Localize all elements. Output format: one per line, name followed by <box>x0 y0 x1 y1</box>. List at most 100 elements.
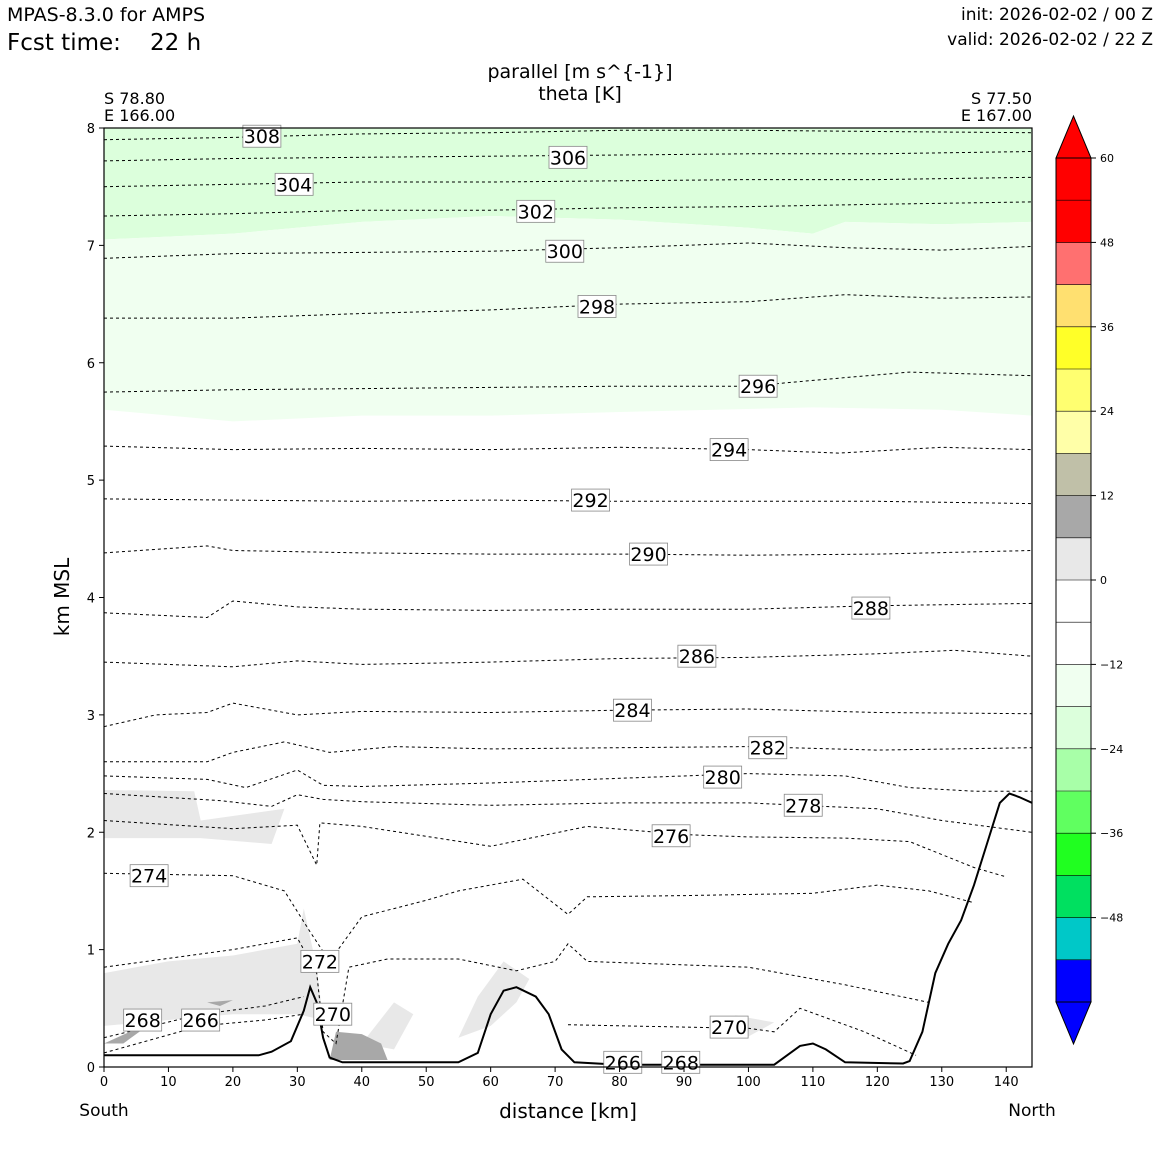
valid-time: valid: 2026-02-02 / 22 Z <box>947 30 1153 50</box>
theta-contour-282 <box>104 741 1032 763</box>
init-time: init: 2026-02-02 / 00 Z <box>960 5 1153 25</box>
theta-contour-278 <box>104 793 1032 833</box>
contour-label-270: 270 <box>711 1017 747 1039</box>
x-tick-label: 100 <box>736 1075 761 1090</box>
model-name: MPAS-8.3.0 for AMPS <box>7 4 206 26</box>
colorbar-segment <box>1056 580 1091 623</box>
colorbar-segment <box>1056 833 1091 876</box>
contour-label-306: 306 <box>550 147 586 169</box>
x-tick-label: 10 <box>160 1075 177 1090</box>
contour-label-268: 268 <box>125 1010 161 1032</box>
contour-label-box <box>577 295 617 318</box>
contour-label-box <box>545 239 585 263</box>
left-end-longitude: E 166.00 <box>104 106 176 125</box>
contour-label-box <box>677 644 717 668</box>
x-tick-label: 50 <box>418 1075 435 1090</box>
x-tick-label: 30 <box>289 1075 306 1090</box>
right-end-latitude: S 77.50 <box>970 89 1032 108</box>
colorbar-segment <box>1056 664 1091 707</box>
colorbar-segment <box>1056 917 1091 961</box>
theta-contour-304 <box>104 176 1032 188</box>
contour-label-box <box>123 1008 163 1032</box>
left-end-latitude: S 78.80 <box>104 89 166 108</box>
colorbar-tick-label: 48 <box>1100 236 1114 249</box>
contour-label-292: 292 <box>572 490 608 512</box>
contour-label-box <box>748 736 788 760</box>
y-tick-label: 1 <box>87 944 95 959</box>
contour-label-box <box>661 1050 701 1074</box>
x-tick-label: 90 <box>676 1075 693 1090</box>
theta-contour-266 <box>104 1013 304 1054</box>
wind-shade-region <box>104 790 285 844</box>
theta-contour-298 <box>104 294 1032 319</box>
chart-title: parallel [m s^{-1}] <box>487 61 673 83</box>
colorbar-segment <box>1056 495 1091 539</box>
contour-label-box <box>703 765 743 789</box>
contour-label-box <box>181 1008 221 1032</box>
theta-contour-272 <box>104 937 930 1045</box>
wind-shade-region <box>104 1029 143 1044</box>
colorbar-tick-label: 24 <box>1100 405 1114 418</box>
colorbar-tick-label: −36 <box>1100 827 1123 840</box>
colorbar-segment <box>1056 875 1091 918</box>
wind-shade-region <box>104 216 1032 422</box>
colorbar-tick-label: 36 <box>1100 321 1114 334</box>
theta-contour-292 <box>104 498 1032 505</box>
contour-label-layer: 308 306 304 302 300 298 296 294 292 290 288 286 284 2… <box>123 124 891 1074</box>
contour-label-286: 286 <box>679 646 715 668</box>
contour-label-box <box>129 864 169 888</box>
x-tick-label: 140 <box>994 1075 1019 1090</box>
contour-label-box <box>783 793 823 817</box>
colorbar-tick-label: −12 <box>1100 658 1123 671</box>
colorbar-segment <box>1056 537 1091 581</box>
contour-label-box <box>651 824 691 848</box>
y-tick-label: 3 <box>87 709 95 724</box>
theta-contour-270 <box>567 1007 917 1056</box>
wind-shade-region <box>458 961 530 1038</box>
colorbar-segment <box>1056 411 1091 454</box>
theta-contour-284 <box>104 702 1032 728</box>
wind-shade-region <box>329 1031 388 1060</box>
x-tick-label: 110 <box>800 1075 825 1090</box>
contour-label-298: 298 <box>579 296 615 318</box>
y-tick-label: 2 <box>87 826 95 841</box>
colorbar-segment <box>1056 748 1091 792</box>
contour-label-box <box>516 199 556 223</box>
colorbar-segment <box>1056 791 1091 834</box>
theta-contour-290 <box>104 545 1032 556</box>
contour-label-302: 302 <box>518 201 554 223</box>
colorbar-segment <box>1056 959 1091 1003</box>
contour-label-box <box>300 949 340 973</box>
colorbar-tick-label: 12 <box>1100 490 1114 503</box>
x-axis-label: distance [km] <box>499 1099 637 1123</box>
colorbar-segment <box>1056 622 1091 665</box>
contour-label-box <box>709 1015 749 1039</box>
theta-contour-288 <box>104 600 1032 619</box>
colorbar-tick-label: −48 <box>1100 912 1123 925</box>
contour-label-270: 270 <box>315 1004 351 1026</box>
contour-label-284: 284 <box>614 700 650 722</box>
x-tick-label: 80 <box>611 1075 628 1090</box>
x-tick-label: 120 <box>865 1075 890 1090</box>
x-tick-label: 130 <box>929 1075 954 1090</box>
contour-label-box <box>313 1002 353 1026</box>
x-tick-label: 60 <box>482 1075 499 1090</box>
contour-label-box <box>629 542 668 566</box>
y-tick-label: 7 <box>87 239 95 254</box>
contour-label-box <box>548 145 588 169</box>
colorbar-segment <box>1056 326 1091 370</box>
wind-shade-region <box>361 1002 414 1050</box>
contour-label-296: 296 <box>740 376 776 398</box>
theta-contour-286 <box>104 649 1032 668</box>
contour-label-274: 274 <box>131 866 167 888</box>
contour-label-box <box>274 172 314 196</box>
forecast-time-label: Fcst time: <box>7 30 121 56</box>
colorbar-segment <box>1056 284 1091 328</box>
x-tick-label: 40 <box>354 1075 371 1090</box>
contour-label-272: 272 <box>302 951 338 973</box>
contour-label-box <box>603 1050 643 1074</box>
colorbar: 60 48 36 24 12 0 −12 −24 −36 −48 <box>1055 114 1123 1046</box>
colorbar-segment <box>1056 200 1091 243</box>
contour-label-300: 300 <box>547 241 583 263</box>
